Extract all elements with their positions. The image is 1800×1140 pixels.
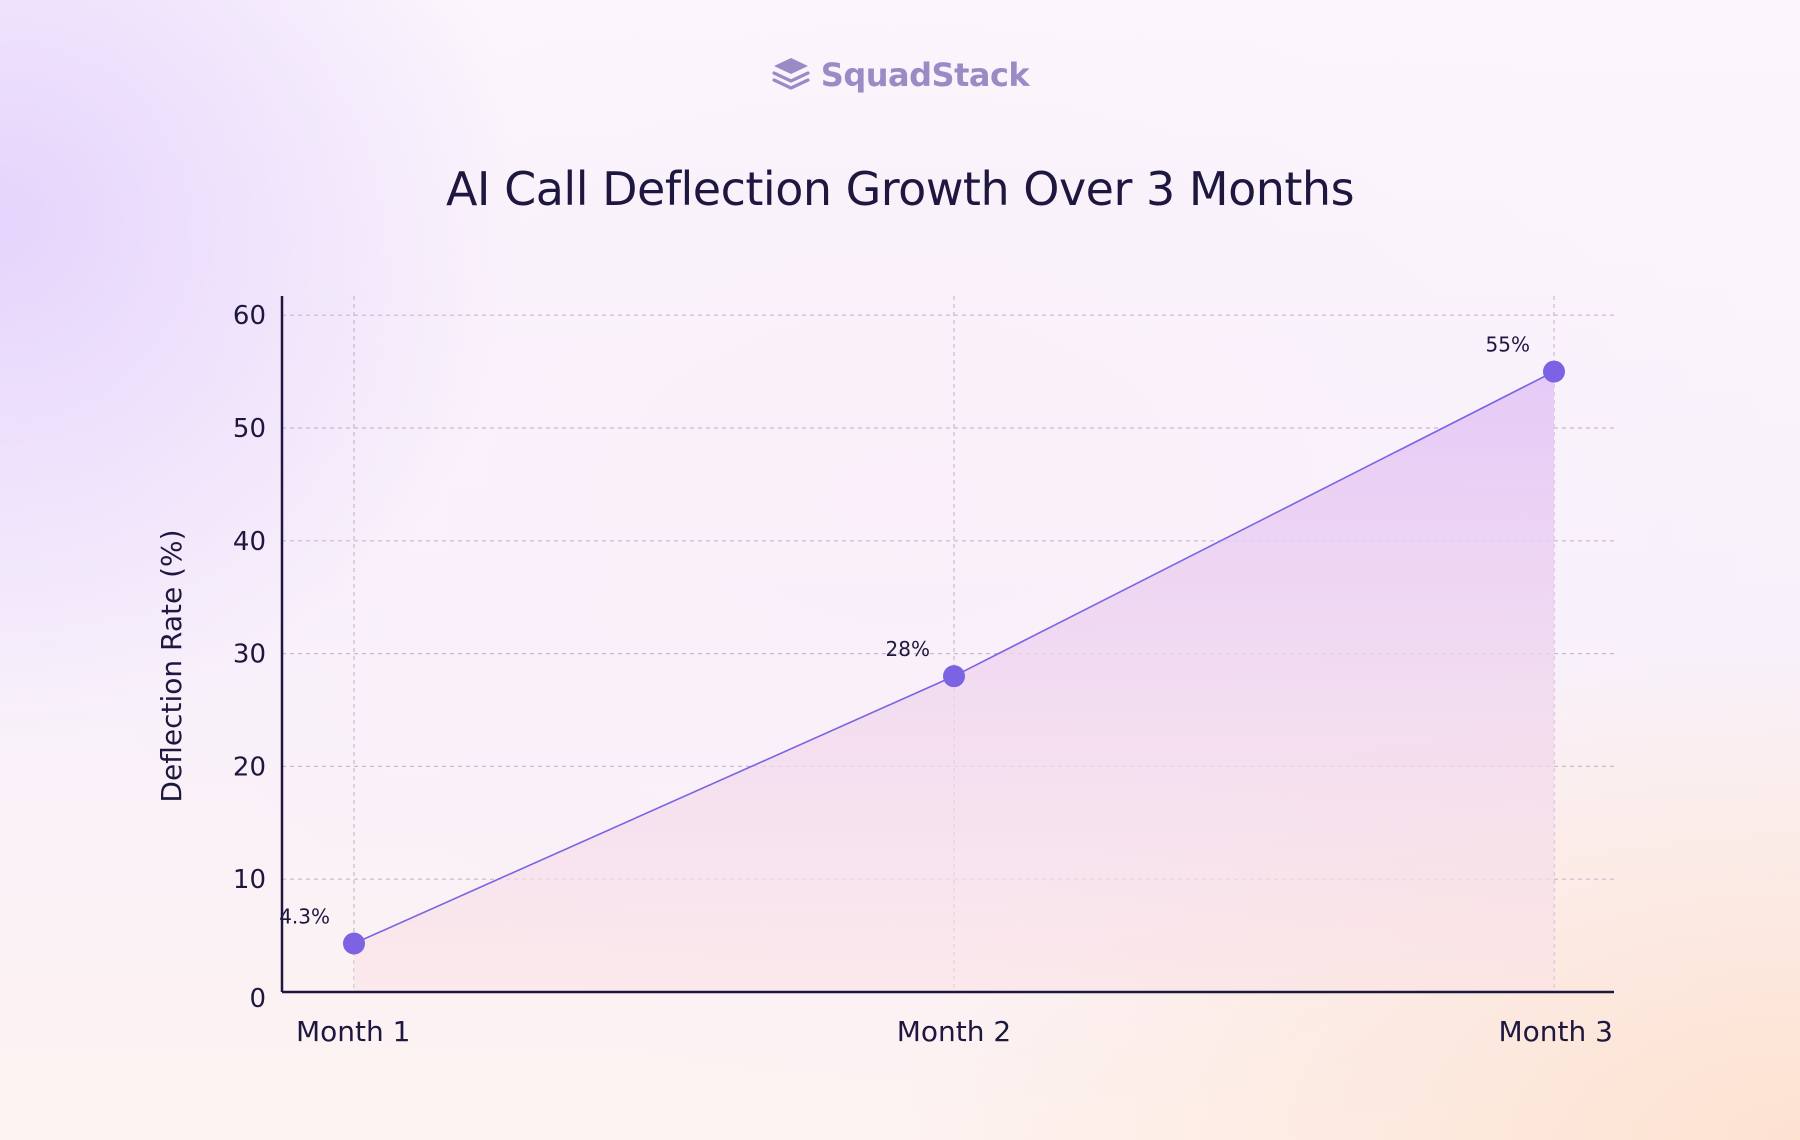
- y-tick-label: 20: [233, 752, 266, 782]
- y-tick-label: 40: [233, 527, 266, 557]
- data-label: 55%: [1486, 333, 1530, 357]
- y-tick-label: 10: [233, 865, 266, 895]
- y-tick-label: 50: [233, 414, 266, 444]
- x-tick-label: Month 2: [897, 1015, 1011, 1048]
- x-tick-label: Month 1: [296, 1015, 410, 1048]
- data-label: 28%: [886, 637, 930, 661]
- y-tick-label: 60: [233, 301, 266, 331]
- y-tick-label: 30: [233, 640, 266, 670]
- data-point: [943, 665, 965, 688]
- chart-title: AI Call Deflection Growth Over 3 Months: [445, 162, 1355, 216]
- data-point: [343, 932, 365, 955]
- y-tick-label: 0: [249, 984, 266, 1014]
- x-tick-label: Month 3: [1499, 1015, 1613, 1048]
- y-axis-title: Deflection Rate (%): [155, 529, 188, 802]
- brand-name: SquadStack: [820, 56, 1030, 94]
- data-point: [1543, 360, 1565, 383]
- brand-logo: SquadStack: [0, 56, 1800, 94]
- data-label: 4.3%: [279, 904, 330, 928]
- stacked-layers-icon: [772, 58, 810, 90]
